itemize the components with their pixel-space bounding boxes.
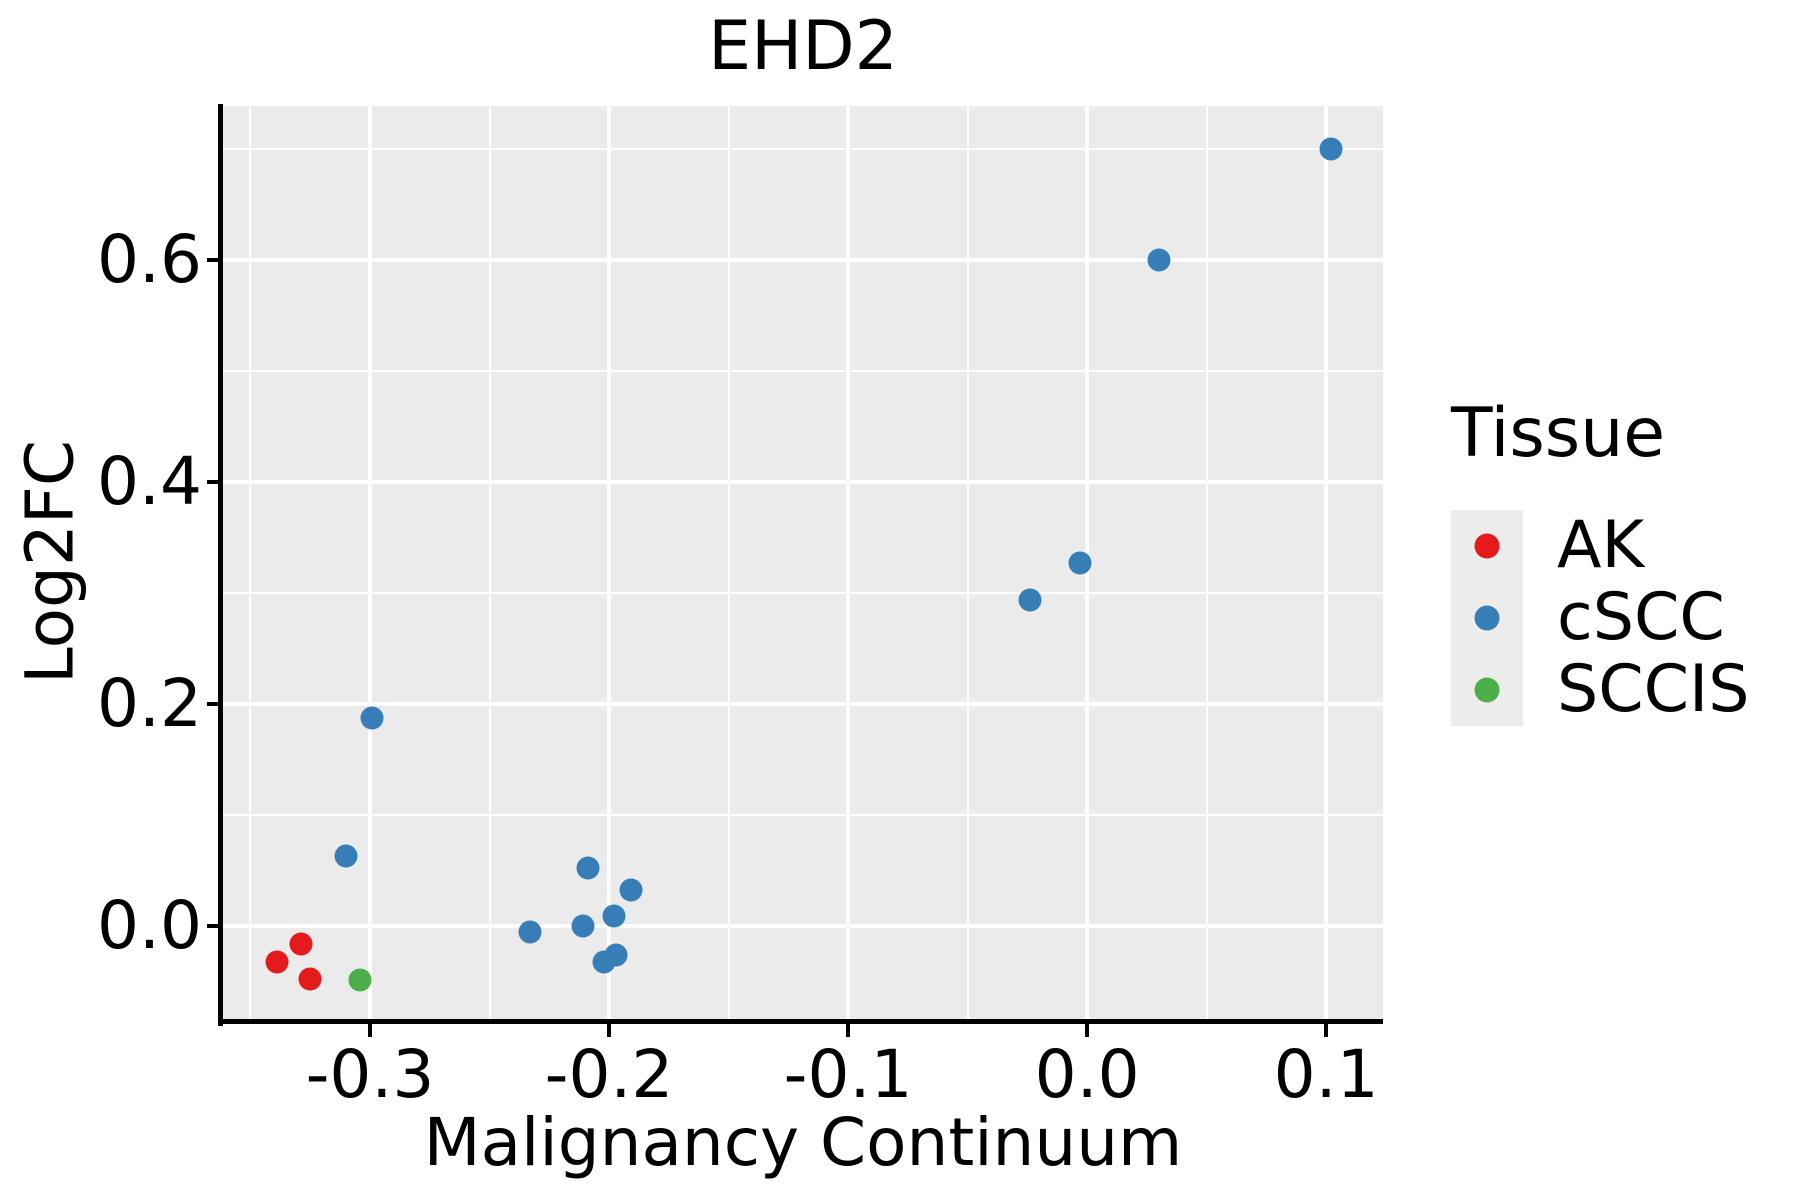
legend-item: cSCC bbox=[1451, 582, 1749, 654]
x-tick bbox=[846, 1024, 851, 1037]
data-point bbox=[1319, 137, 1343, 161]
x-major-gridline bbox=[368, 106, 372, 1021]
x-axis-title: Malignancy Continuum bbox=[423, 1104, 1183, 1181]
legend: Tissue AK cSCC SCCIS bbox=[1451, 400, 1749, 726]
data-point bbox=[518, 920, 542, 944]
data-point bbox=[1147, 248, 1171, 272]
y-major-gridline bbox=[223, 479, 1383, 484]
data-point bbox=[602, 904, 626, 928]
x-tick-label: 0.1 bbox=[1273, 1036, 1379, 1113]
data-point bbox=[360, 706, 384, 730]
y-tick bbox=[207, 923, 220, 928]
data-point bbox=[265, 950, 289, 973]
x-major-gridline bbox=[607, 106, 612, 1021]
y-tick-label: 0.0 bbox=[97, 886, 202, 964]
data-point bbox=[289, 932, 313, 956]
data-point bbox=[1068, 551, 1092, 575]
x-tick bbox=[1324, 1024, 1329, 1037]
legend-item: AK bbox=[1451, 510, 1749, 582]
y-tick-label: 0.2 bbox=[97, 664, 202, 742]
legend-swatch bbox=[1474, 533, 1500, 559]
legend-item-label: cSCC bbox=[1557, 580, 1725, 655]
legend-item: SCCIS bbox=[1451, 654, 1749, 726]
x-axis-line bbox=[218, 1019, 1383, 1024]
chart-title: EHD2 bbox=[708, 7, 898, 86]
x-minor-gridline bbox=[727, 106, 730, 1021]
y-major-gridline bbox=[223, 923, 1383, 928]
x-tick bbox=[368, 1024, 372, 1037]
y-minor-gridline bbox=[223, 369, 1383, 372]
x-tick bbox=[1085, 1024, 1090, 1037]
y-tick bbox=[207, 257, 220, 262]
data-point bbox=[334, 844, 358, 868]
x-tick bbox=[607, 1024, 612, 1037]
data-point bbox=[619, 878, 643, 902]
y-tick bbox=[207, 701, 220, 706]
y-minor-gridline bbox=[223, 147, 1383, 150]
x-minor-gridline bbox=[966, 106, 969, 1021]
data-point bbox=[298, 967, 322, 991]
x-minor-gridline bbox=[249, 106, 252, 1021]
y-axis-title: Log2FC bbox=[11, 440, 89, 684]
plot-panel bbox=[223, 106, 1383, 1021]
legend-swatch bbox=[1474, 677, 1500, 703]
legend-swatch bbox=[1474, 605, 1500, 631]
y-minor-gridline bbox=[223, 813, 1383, 816]
data-point bbox=[576, 856, 600, 880]
x-tick-label: -0.3 bbox=[305, 1036, 435, 1113]
data-point bbox=[592, 950, 616, 973]
x-minor-gridline bbox=[1205, 106, 1208, 1021]
x-major-gridline bbox=[846, 106, 851, 1021]
x-minor-gridline bbox=[488, 106, 491, 1021]
y-tick-label: 0.6 bbox=[97, 220, 202, 298]
x-major-gridline bbox=[1324, 106, 1329, 1021]
x-tick-label: -0.1 bbox=[783, 1036, 913, 1113]
x-tick-label: 0.0 bbox=[1034, 1036, 1140, 1113]
data-point bbox=[348, 968, 372, 992]
legend-items: AK cSCC SCCIS bbox=[1451, 510, 1749, 726]
legend-item-label: SCCIS bbox=[1557, 652, 1750, 727]
y-axis-line bbox=[218, 104, 223, 1026]
y-major-gridline bbox=[223, 257, 1383, 262]
data-point bbox=[571, 914, 595, 938]
y-tick bbox=[207, 479, 220, 484]
x-tick-label: -0.2 bbox=[544, 1036, 674, 1113]
y-minor-gridline bbox=[223, 591, 1383, 594]
y-major-gridline bbox=[223, 701, 1383, 706]
y-tick-label: 0.4 bbox=[97, 442, 202, 520]
legend-item-label: AK bbox=[1557, 508, 1645, 583]
data-point bbox=[1018, 588, 1042, 612]
legend-title: Tissue bbox=[1451, 394, 1666, 473]
